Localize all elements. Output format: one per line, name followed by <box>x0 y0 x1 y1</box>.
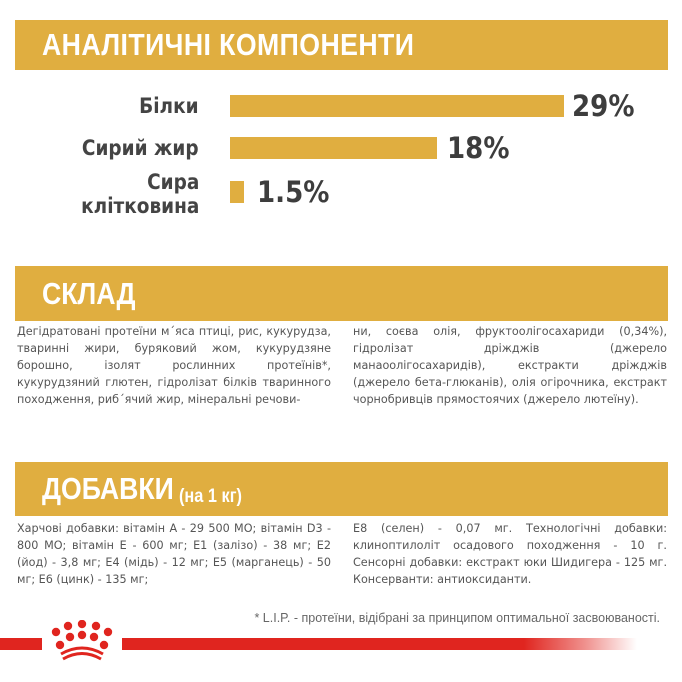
composition-text-left: Дегідратовані протеїни м΄яса птиці, рис,… <box>17 325 331 406</box>
additives-text-left: Харчові добавки: вітамін А - 29 500 МО; … <box>17 522 331 586</box>
brand-line-right <box>122 638 637 650</box>
analytical-components-header: АНАЛІТИЧНІ КОМПОНЕНТИ <box>15 20 668 70</box>
additives-title: ДОБАВКИ <box>42 471 174 506</box>
crown-icon <box>51 620 113 661</box>
composition-header: СКЛАД <box>15 266 668 321</box>
composition-text-right: ни, соєва олія, фруктоолігосахариди (0,3… <box>353 325 667 406</box>
bar-value-fiber: 1.5% <box>257 175 330 209</box>
bar-value-fat: 18% <box>447 131 510 165</box>
row-label-fiber-line2: клітковина <box>80 194 199 218</box>
footnote: * L.I.P. - протеїни, відібрані за принци… <box>254 611 660 625</box>
bar-value-protein: 29% <box>572 89 635 123</box>
bar-protein <box>230 95 564 117</box>
bar-fiber <box>230 181 244 203</box>
analytical-components-title: АНАЛІТИЧНІ КОМПОНЕНТИ <box>42 27 415 62</box>
brand-line-left <box>0 638 42 650</box>
composition-title: СКЛАД <box>42 275 136 311</box>
row-label-fat: Сирий жир <box>82 136 199 160</box>
row-label-fiber-line1: Сира <box>146 170 199 194</box>
row-label-protein: Білки <box>139 94 199 118</box>
bar-fat <box>230 137 437 159</box>
additives-header: ДОБАВКИ (на 1 кг) <box>15 462 668 516</box>
additives-subtitle: (на 1 кг) <box>178 486 242 507</box>
additives-text-right: Е8 (селен) - 0,07 мг. Технологічні добав… <box>353 522 667 586</box>
